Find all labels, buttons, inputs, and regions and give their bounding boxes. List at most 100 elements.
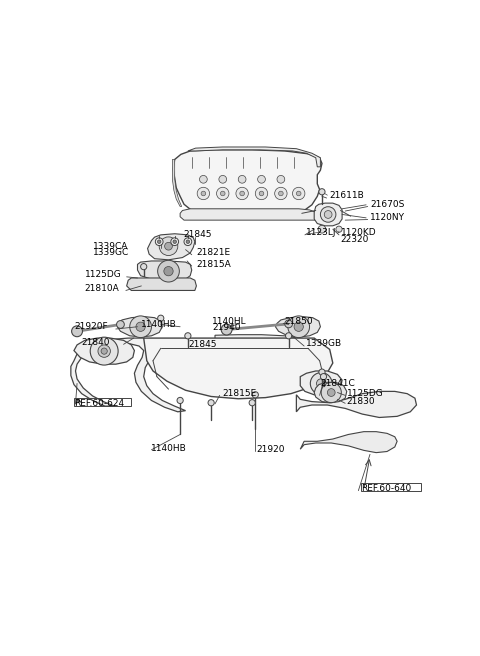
Text: 1140HB: 1140HB — [152, 443, 187, 453]
Text: 21841C: 21841C — [321, 379, 355, 388]
Circle shape — [311, 373, 332, 394]
Circle shape — [216, 187, 229, 199]
Circle shape — [258, 175, 265, 183]
Text: REF.60-640: REF.60-640 — [360, 484, 411, 493]
Polygon shape — [117, 317, 162, 337]
Text: 1140HL: 1140HL — [212, 317, 247, 325]
Circle shape — [321, 382, 341, 403]
Circle shape — [292, 187, 305, 199]
Circle shape — [238, 175, 246, 183]
Text: 1123LJ: 1123LJ — [306, 228, 337, 237]
Circle shape — [288, 316, 310, 338]
Circle shape — [327, 388, 335, 396]
Circle shape — [321, 373, 326, 380]
Polygon shape — [144, 338, 333, 399]
Circle shape — [285, 320, 292, 328]
Polygon shape — [127, 278, 196, 291]
Circle shape — [197, 187, 210, 199]
Circle shape — [185, 333, 191, 339]
Circle shape — [157, 260, 180, 282]
Circle shape — [171, 238, 179, 245]
Circle shape — [101, 348, 107, 354]
Text: 1339GC: 1339GC — [93, 248, 129, 257]
Text: 1120KD: 1120KD — [340, 228, 376, 237]
Circle shape — [159, 237, 178, 256]
Circle shape — [157, 315, 164, 321]
Text: 21810A: 21810A — [85, 283, 120, 293]
Circle shape — [321, 207, 336, 222]
Polygon shape — [182, 335, 327, 390]
Circle shape — [286, 333, 292, 339]
Polygon shape — [188, 147, 321, 167]
Circle shape — [173, 240, 177, 243]
Polygon shape — [147, 234, 195, 260]
Polygon shape — [300, 371, 342, 396]
Circle shape — [165, 242, 172, 250]
Bar — [360, 483, 421, 491]
Circle shape — [90, 337, 118, 365]
Polygon shape — [71, 338, 186, 412]
Circle shape — [319, 369, 325, 375]
Text: REF.60-624: REF.60-624 — [74, 400, 124, 409]
Circle shape — [259, 191, 264, 195]
Text: 1140HB: 1140HB — [141, 320, 176, 329]
Text: 1339GB: 1339GB — [306, 339, 343, 348]
Circle shape — [136, 322, 145, 331]
Text: 21940: 21940 — [212, 323, 240, 333]
Circle shape — [220, 191, 225, 195]
Circle shape — [255, 187, 268, 199]
Text: 21815A: 21815A — [196, 260, 231, 269]
Text: 21611B: 21611B — [330, 191, 364, 199]
Circle shape — [201, 191, 206, 195]
Circle shape — [164, 266, 173, 276]
Circle shape — [221, 324, 232, 335]
Text: 21840: 21840 — [82, 338, 110, 347]
Circle shape — [219, 175, 227, 183]
Circle shape — [275, 187, 287, 199]
Text: 21821E: 21821E — [196, 248, 230, 257]
Circle shape — [278, 191, 283, 195]
Polygon shape — [276, 317, 321, 337]
Circle shape — [294, 322, 303, 331]
Circle shape — [156, 238, 163, 245]
Polygon shape — [314, 382, 347, 403]
Circle shape — [186, 240, 190, 243]
Circle shape — [249, 400, 255, 406]
Circle shape — [72, 326, 83, 337]
Circle shape — [117, 321, 124, 329]
Circle shape — [240, 191, 244, 195]
Polygon shape — [74, 338, 134, 364]
Circle shape — [98, 345, 110, 358]
Circle shape — [324, 211, 332, 218]
Text: 21920F: 21920F — [74, 322, 108, 331]
Circle shape — [296, 191, 301, 195]
Circle shape — [157, 240, 161, 243]
Circle shape — [236, 187, 248, 199]
Text: 21830: 21830 — [347, 397, 375, 406]
Bar — [74, 398, 132, 406]
Circle shape — [316, 379, 326, 388]
Polygon shape — [296, 392, 417, 417]
Text: 1339CA: 1339CA — [93, 241, 128, 251]
Circle shape — [200, 175, 207, 183]
Circle shape — [208, 400, 214, 406]
Text: 1120NY: 1120NY — [370, 213, 405, 222]
Circle shape — [336, 226, 342, 232]
Text: 21845: 21845 — [189, 340, 217, 350]
Circle shape — [130, 316, 152, 338]
Circle shape — [277, 175, 285, 183]
Polygon shape — [314, 203, 342, 226]
Text: 1125DG: 1125DG — [347, 389, 384, 398]
Circle shape — [184, 238, 192, 245]
Circle shape — [319, 189, 325, 195]
Circle shape — [177, 398, 183, 403]
Polygon shape — [300, 432, 397, 453]
Text: 21920: 21920 — [257, 445, 285, 454]
Circle shape — [318, 225, 326, 233]
Text: 21670S: 21670S — [370, 200, 404, 209]
Text: 1125DG: 1125DG — [85, 270, 121, 279]
Polygon shape — [137, 261, 192, 280]
Circle shape — [141, 264, 147, 270]
Text: 21850: 21850 — [285, 317, 313, 325]
Polygon shape — [172, 159, 181, 207]
